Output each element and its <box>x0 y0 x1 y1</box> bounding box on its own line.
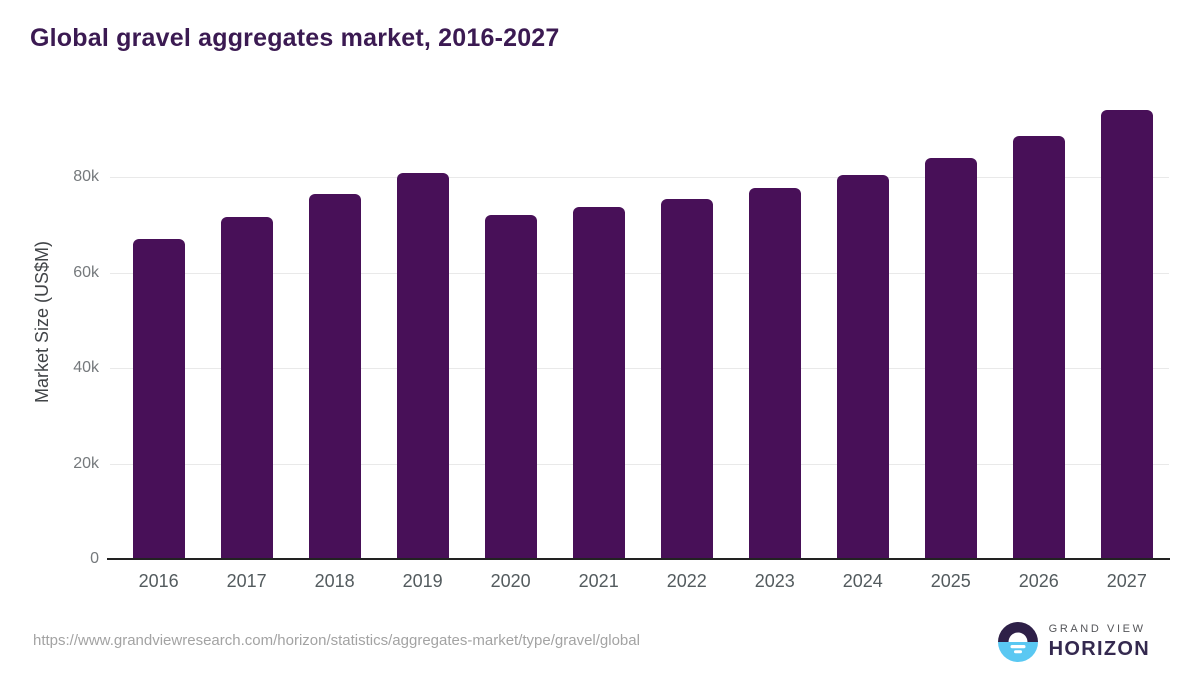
x-tick-label: 2026 <box>1018 571 1059 591</box>
bar-2018[interactable] <box>308 194 361 559</box>
x-tick-label: 2025 <box>930 571 971 591</box>
bar-2025[interactable] <box>924 157 977 559</box>
x-tick-label: 2016 <box>138 571 179 591</box>
bar-2021[interactable] <box>572 207 625 559</box>
x-tick-label: 2022 <box>666 571 707 591</box>
y-tick-label: 80k <box>73 168 99 185</box>
y-tick-label: 60k <box>73 263 99 281</box>
bar-2026[interactable] <box>1012 136 1065 559</box>
x-tick-label: 2027 <box>1106 571 1147 591</box>
x-tick-label: 2019 <box>402 571 443 591</box>
bar-2027[interactable] <box>1100 110 1153 559</box>
bar-2024[interactable] <box>836 175 889 559</box>
y-tick-label: 0 <box>90 550 99 567</box>
gridline <box>110 463 1169 465</box>
bar-2022[interactable] <box>660 198 713 559</box>
y-tick-label: 20k <box>73 454 99 472</box>
gridline <box>110 177 1169 178</box>
x-tick-label: 2018 <box>314 571 355 591</box>
y-axis-title: Market Size (US$M) <box>32 240 52 404</box>
sunrise-horizon-icon <box>997 622 1038 662</box>
chart-title: Global gravel aggregates market, 2016-20… <box>30 24 560 52</box>
gridline <box>110 272 1169 274</box>
x-tick-label: 2017 <box>226 571 267 591</box>
bar-2023[interactable] <box>748 188 801 559</box>
bar-2016[interactable] <box>132 239 185 559</box>
y-tick-label: 40k <box>73 359 99 376</box>
bar-2017[interactable] <box>220 217 273 559</box>
grand-view-horizon-logo: GRAND VIEW HORIZON <box>996 620 1150 664</box>
x-tick-label: 2021 <box>578 571 619 591</box>
bar-2019[interactable] <box>396 172 449 559</box>
logo-text-horizon: HORIZON <box>1048 638 1150 660</box>
gridline <box>110 368 1169 369</box>
x-tick-label: 2024 <box>842 571 883 591</box>
bar-2020[interactable] <box>484 215 537 559</box>
x-axis-line <box>107 558 1170 560</box>
logo-text-grand-view: GRAND VIEW <box>1048 623 1146 635</box>
x-tick-label: 2023 <box>754 571 795 591</box>
logo-wordmark: GRAND VIEW HORIZON <box>1049 623 1150 661</box>
source-url: https://www.grandviewresearch.com/horizo… <box>33 632 640 649</box>
x-tick-label: 2020 <box>490 571 531 591</box>
